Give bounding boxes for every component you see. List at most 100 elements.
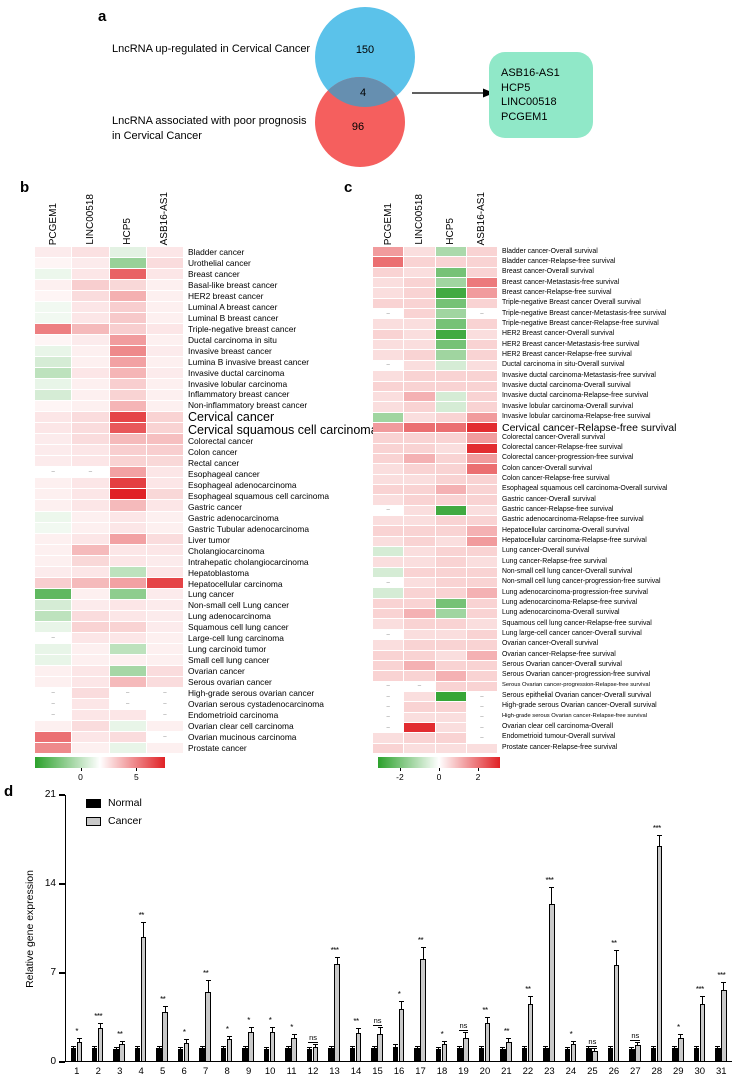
heatmap-cell [146,654,183,665]
bar-group: ** [496,795,517,1062]
heatmap-cell [72,555,109,566]
heatmap-cell: – [109,687,146,698]
heatmap-cell [373,319,404,329]
heatmap-cell [72,247,109,258]
heatmap-cell [35,720,72,731]
heatmap-row-label: Prostate cancer [188,742,247,753]
normal-bar-error-cap [414,1045,420,1047]
significance-label: ** [130,912,151,920]
heatmap-cell [146,544,183,555]
heatmap-row-label: Invasive breast cancer [188,345,272,356]
normal-bar-error-stem [287,1046,289,1049]
heatmap-row-label: HER2 Breast cancer-Relapse-free survival [502,350,632,358]
x-tick-label: 3 [117,1066,123,1077]
heatmap-cell [404,691,435,702]
heatmap-cell [35,357,72,368]
heatmap-cell [435,598,466,609]
scale-tick-label: 0 [436,772,442,782]
heatmap-cell [373,288,404,298]
heatmap-cell [435,578,466,588]
significance-label: ** [345,1017,366,1026]
heatmap-cell [435,381,466,391]
heatmap-cell [373,650,404,660]
heatmap-cell [146,588,183,599]
normal-bar [478,1048,485,1062]
heatmap-cell [146,621,183,632]
heatmap-cell [109,522,146,533]
significance-label: * [281,1023,302,1032]
heatmap-cell [404,247,435,257]
heatmap-cell [466,288,497,298]
cancer-bar-error-stem [186,1040,188,1043]
heatmap-cell [466,598,497,609]
normal-swatch-icon [86,798,101,808]
normal-bar [242,1048,248,1062]
heatmap-cell [466,298,497,309]
bar-group: * [173,795,194,1062]
normal-bar [607,1048,614,1062]
cancer-bar [527,1003,534,1062]
heatmap-cell: – [373,691,404,702]
cancer-bar-error-stem [529,997,531,1004]
x-tick-label: 18 [436,1066,448,1077]
heatmap-cell [35,621,72,632]
heatmap-row-label: Cervical cancer-Relapse-free survival [502,421,677,434]
heatmap-cell [109,632,146,643]
column-header-text: ASB16-AS1 [158,191,170,245]
heatmap-row-label: Ovarian mucinous carcinoma [188,731,297,742]
heatmap-cell [146,478,183,489]
normal-bar-error-stem [94,1046,96,1049]
cancer-bar [656,845,663,1062]
heatmap-cell [146,533,183,544]
heatmap-cell [72,599,109,610]
heatmap-cell [435,288,466,298]
heatmap-row-label: Invasive ductal carcinoma [188,367,285,378]
heatmap-cell [466,495,497,505]
bar-group: * [238,795,259,1062]
heatmap-cell [109,324,146,335]
heatmap-row-label: Triple-negative Breast cancer-Relapse-fr… [502,320,659,327]
significance-text: *** [695,985,704,995]
normal-bar [457,1048,463,1062]
x-tick-label: 29 [673,1066,684,1077]
bar-group: *** [324,795,345,1062]
heatmap-cell [466,474,497,484]
normal-bar [715,1048,721,1062]
heatmap-cell [35,335,72,346]
heatmap-row-label: Bladder cancer-Overall survival [502,247,598,255]
normal-bar-error-stem [609,1046,611,1049]
heatmap-row-label: Serous ovarian cancer [188,676,272,687]
gene-name: ASB16-AS1 [501,67,560,80]
heatmap-cell [466,557,497,567]
normal-bar-error-stem [201,1046,203,1049]
heatmap-cell [109,742,146,753]
x-tick-label: 1 [74,1066,80,1077]
heatmap-row-label: Ductal carcinoma in situ [188,334,277,345]
heatmap-cell [466,391,497,402]
heatmap-cell [404,484,435,495]
heatmap-cell [35,665,72,676]
heatmap-cell [435,464,466,474]
normal-bar-error-stem [158,1046,160,1049]
heatmap-cell [404,609,435,619]
heatmap-cell [109,445,146,456]
heatmap-cell [146,302,183,313]
heatmap-row-label: Ovarian cancer-Overall survival [502,640,599,648]
heatmap-row-label: Lung carcinoid tumor [188,644,267,655]
heatmap-cell [435,340,466,350]
heatmap-cell [72,588,109,599]
heatmap-row-label: Luminal A breast cancer [188,301,278,312]
heatmap-cell: – [373,629,404,640]
column-header: ASB16-AS1 [466,184,497,245]
heatmap-row-label: Ovarian serous cystadenocarcinoma [188,698,324,709]
cancer-bar [721,989,727,1062]
bar-group: ** [603,795,624,1062]
normal-bar-error-stem [652,1046,654,1049]
heatmap-cell [435,691,466,702]
bar-group: * [668,795,689,1062]
heatmap-cell [72,302,109,313]
significance-text: ** [203,968,209,978]
x-tick-label: 16 [393,1066,405,1077]
heatmap-cell [146,423,183,434]
